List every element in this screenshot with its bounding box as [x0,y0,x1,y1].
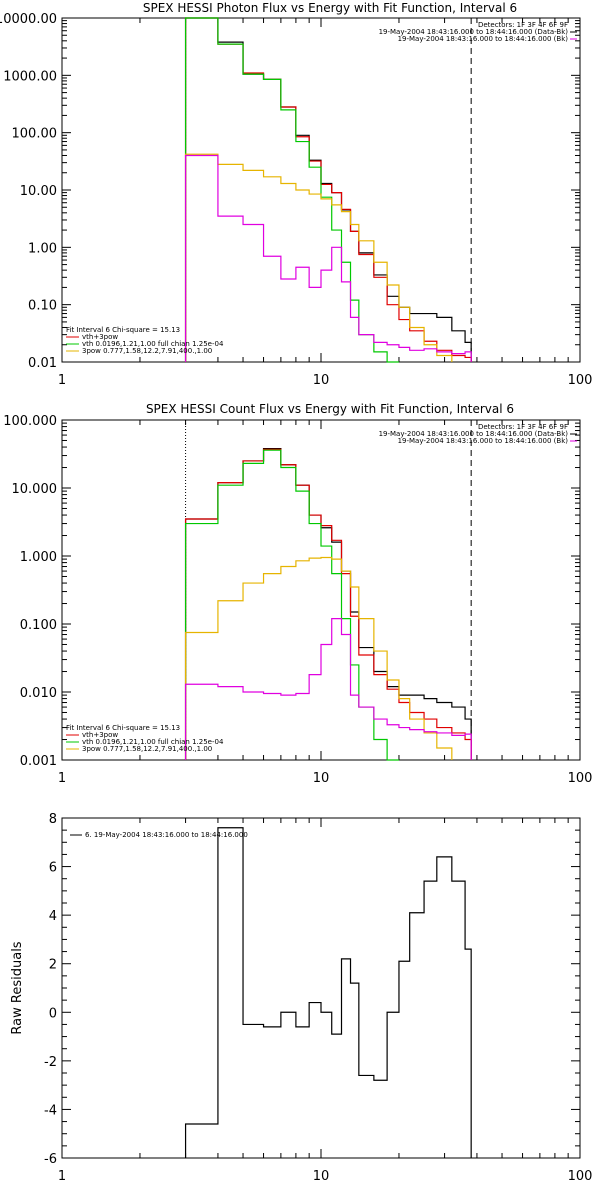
y-tick-label: 1000.00 [3,69,57,84]
series-residuals-line [184,827,472,1158]
x-tick-label: 10 [313,1169,330,1184]
x-tick-label: 10 [313,373,330,388]
residuals-plot: 1 10 100 -6 -4 -2 0 2 4 6 8 6. 19-May-2004 18:43:16… [44,812,592,1184]
residuals-y-axis-label: Raw Residuals [10,941,25,1034]
series-background-line [184,618,472,760]
y-tick-label: 0 [49,1006,57,1021]
legend-entry: 6. 19-May-2004 18:43:16.000 to 18:44:16.… [85,831,248,839]
x-tick-label: 100 [568,373,593,388]
legend-bottom-entry: vth 0.0196,1.21,1.00 full chian 1.25e-04 [82,340,224,348]
y-tick-label: -4 [44,1103,57,1118]
count-flux-title: SPEX HESSI Count Flux vs Energy with Fit… [146,402,514,416]
residuals-frame [61,817,581,1159]
count-flux-plot: 1 10 100 0.001 0.010 0.100 1.000 10.000 100.000 D… [3,414,592,786]
y-tick-label: 100.00 [12,127,58,142]
legend-bottom-entry: vth 0.0196,1.21,1.00 full chian 1.25e-04 [82,738,224,746]
y-tick-label: 0.01 [28,356,57,371]
y-tick-label: 4 [49,909,57,924]
y-tick-label: 100.000 [3,414,57,429]
photon-flux-panel: SPEX HESSI Photon Flux vs Energy with Fi… [0,1,592,388]
legend-top-entry: Detectors: 1F 3F 4F 6F 9F [478,21,568,29]
count-flux-panel: SPEX HESSI Count Flux vs Energy with Fit… [3,402,592,786]
x-tick-label: 100 [568,771,593,786]
y-tick-label: 6 [49,861,57,876]
legend-top-entry: 19-May-2004 18:43:16.000 to 18:44:16.000… [379,28,569,36]
y-tick-label: 1.00 [28,241,57,256]
y-tick-label: 10.000 [12,482,58,497]
series-3pow-line [184,153,453,362]
legend-top-entry: 19-May-2004 18:43:16.000 to 18:44:16.000… [398,35,569,43]
legend-top-entry: 19-May-2004 18:43:16.000 to 18:44:16.000… [379,430,569,438]
legend-top-entry: 19-May-2004 18:43:16.000 to 18:44:16.000… [398,437,569,445]
y-tick-label: -6 [44,1152,57,1167]
photon-flux-title: SPEX HESSI Photon Flux vs Energy with Fi… [143,1,517,15]
y-tick-label: 0.001 [20,754,57,769]
legend-bottom-entry: vth+3pow [82,731,118,739]
y-tick-label: -2 [44,1055,57,1070]
legend-bottom-entry: 3pow 0.777,1.58,12.2,7.91,400.,1.00 [82,745,212,753]
y-tick-label: 0.10 [28,299,57,314]
residuals-panel: Raw Residuals 1 10 100 -6 -4 -2 0 2 4 6 8 6. 19-May… [10,812,592,1184]
x-tick-label: 1 [58,1169,66,1184]
series-fit-line [184,448,472,760]
y-tick-label: 8 [49,812,57,827]
x-tick-label: 1 [58,373,66,388]
series-data-line [184,447,472,760]
legend-bottom-entry: Fit Interval 6 Chi-square = 15.13 [66,326,180,334]
series-background-line [184,154,472,362]
x-tick-label: 100 [568,1169,593,1184]
photon-flux-plot: 1 10 100 0.01 0.10 1.00 10.00 100.00 1000.00 1000… [0,12,592,388]
legend-top-entry: Detectors: 1F 3F 4F 6F 9F [478,423,568,431]
y-tick-label: 0.100 [20,618,57,633]
x-tick-label: 1 [58,771,66,786]
y-tick-label: 0.010 [20,686,57,701]
count-flux-frame [61,419,581,761]
x-tick-label: 10 [313,771,330,786]
legend-bottom-entry: vth+3pow [82,333,118,341]
series-3pow-line [184,556,453,760]
y-tick-label: 1.000 [20,550,57,565]
legend-bottom-entry: 3pow 0.777,1.58,12.2,7.91,400.,1.00 [82,347,212,355]
series-fit-line [184,17,472,362]
series-data-line [184,17,472,362]
y-tick-label: 2 [49,958,57,973]
legend-bottom-entry: Fit Interval 6 Chi-square = 15.13 [66,724,180,732]
y-tick-label: 10000.00 [0,12,57,27]
y-tick-label: 10.00 [20,184,57,199]
